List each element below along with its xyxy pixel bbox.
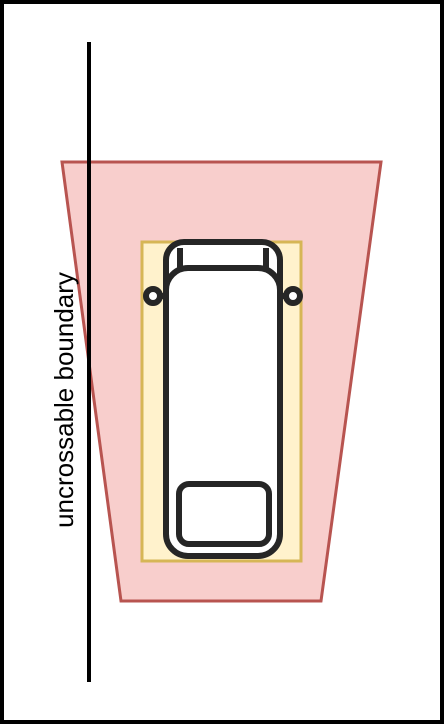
boundary-label: uncrossable boundary	[49, 272, 79, 528]
right-mirror-icon	[283, 286, 303, 306]
left-mirror-icon	[143, 286, 163, 306]
car-rear-window	[176, 481, 272, 547]
car-top-view-icon	[143, 239, 303, 559]
